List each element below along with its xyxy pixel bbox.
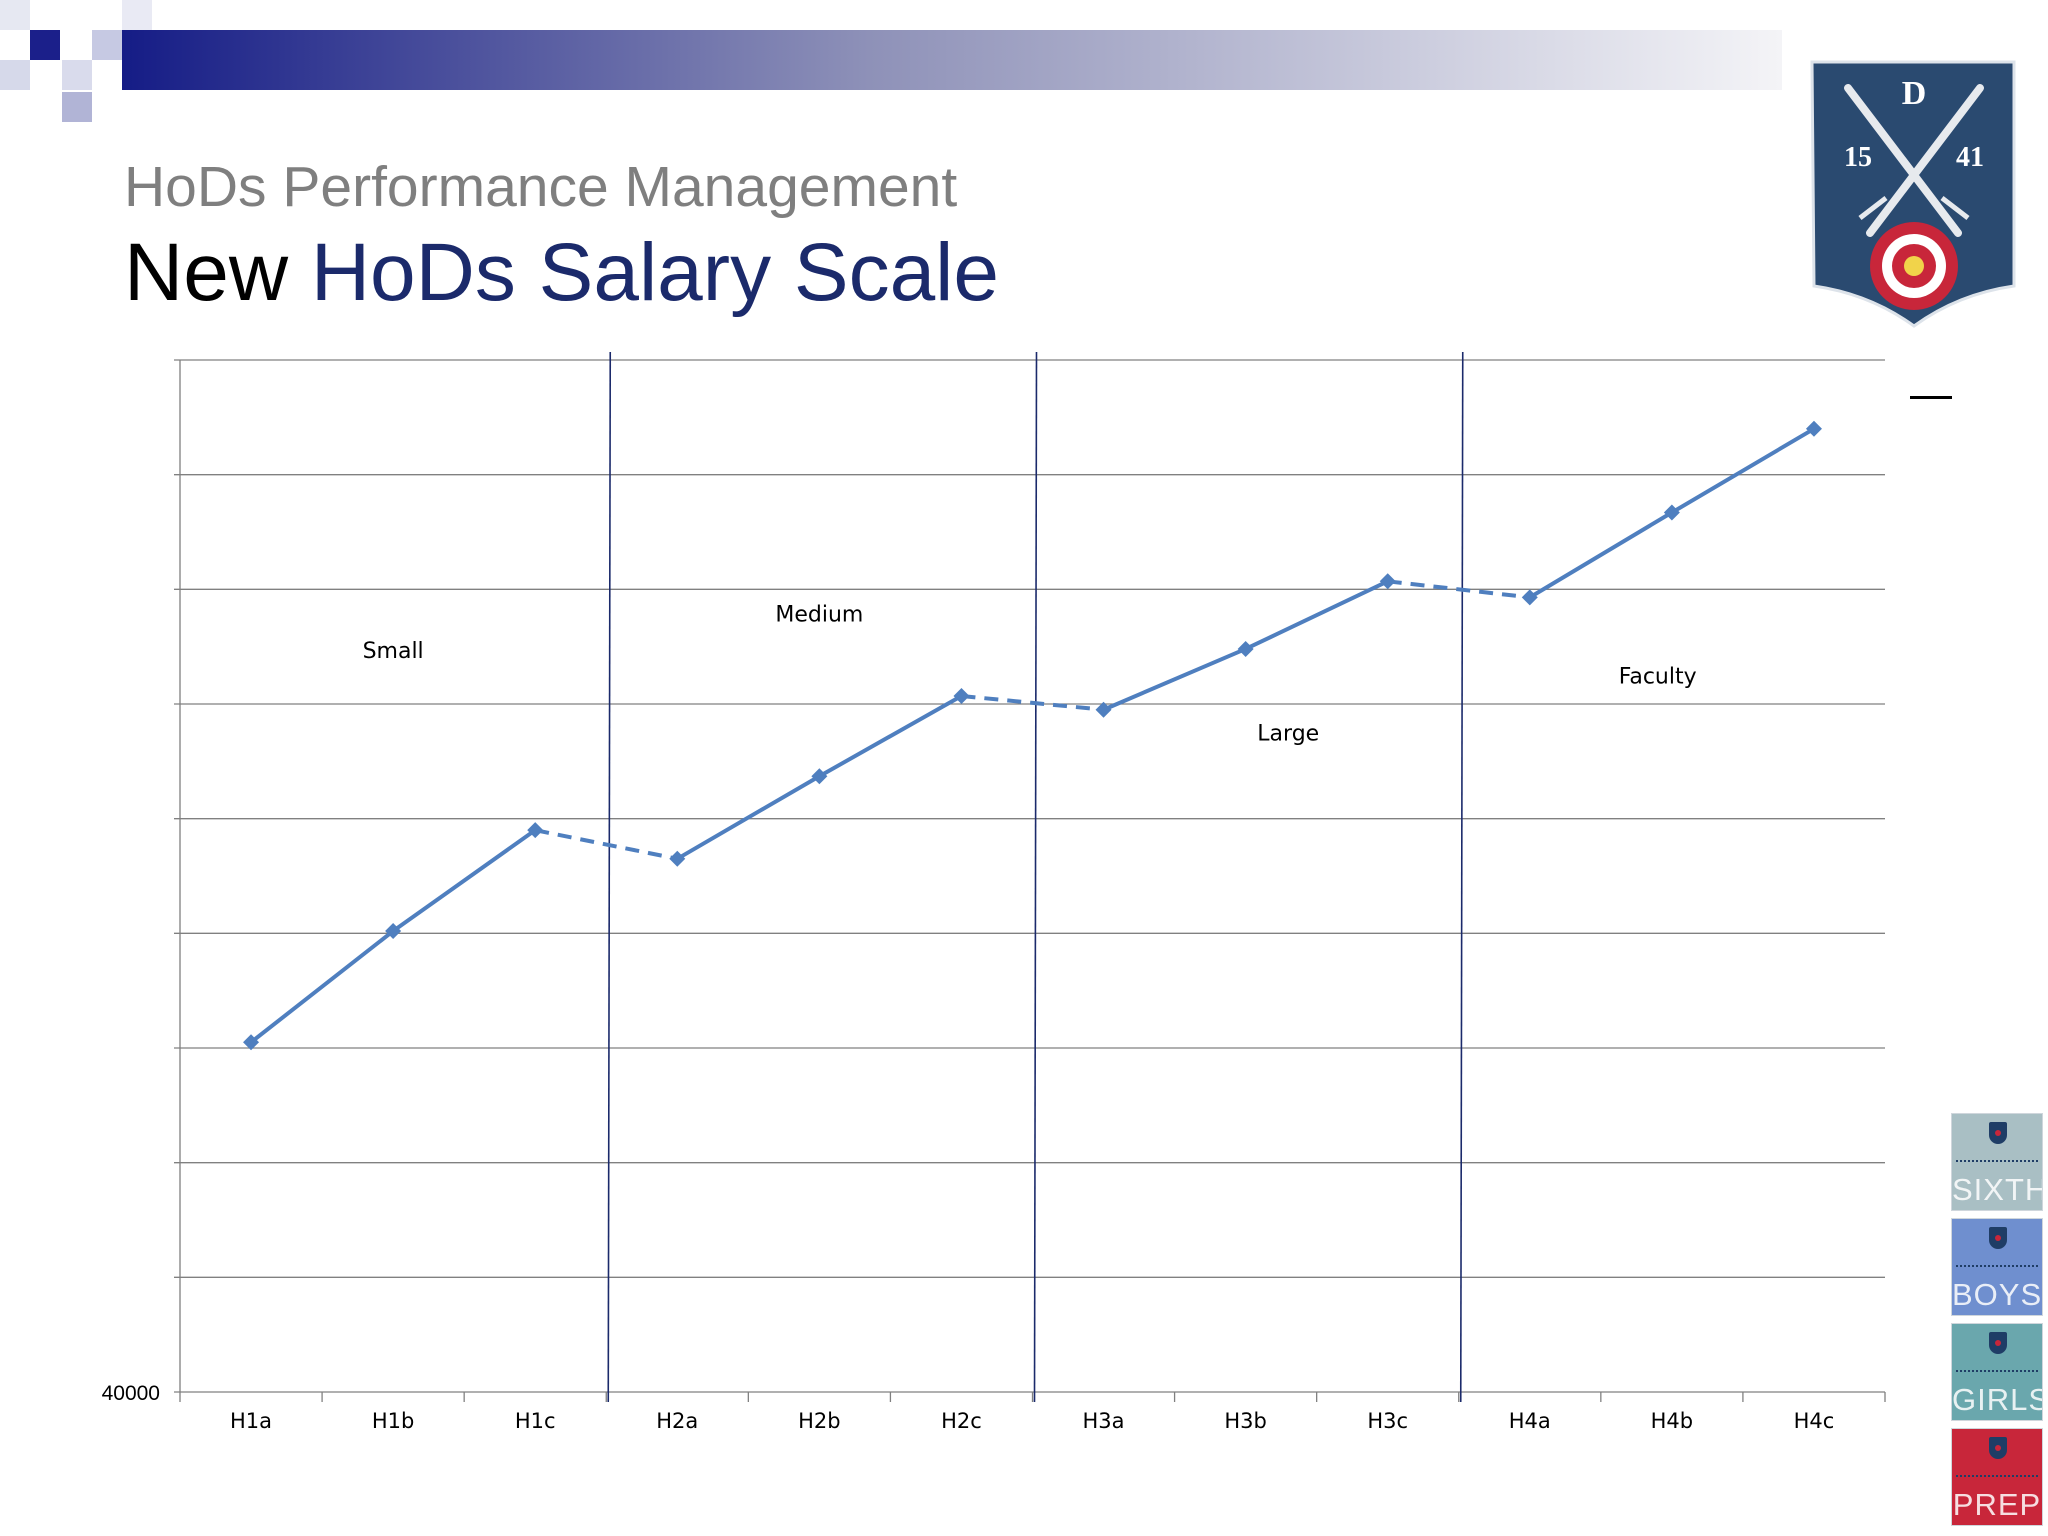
band-label: Faculty — [1619, 664, 1697, 689]
x-tick-label: H1b — [372, 1409, 414, 1433]
data-point-marker — [1663, 504, 1680, 521]
crest-letter: D — [1902, 75, 1927, 112]
data-point-marker — [953, 687, 970, 704]
series-line-dashed — [1387, 579, 1531, 600]
x-tick-label: H1a — [230, 1409, 272, 1433]
data-point-marker — [243, 1034, 260, 1051]
title-gradient-band — [122, 30, 1782, 90]
x-tick-label: H1c — [515, 1409, 556, 1433]
series-line-dashed — [534, 828, 678, 861]
school-tile-label: BOYS — [1952, 1277, 2043, 1312]
slide-title: New HoDs Salary Scale — [124, 226, 999, 320]
x-tick-label: H3c — [1367, 1409, 1408, 1433]
data-point-marker — [1521, 589, 1538, 606]
mini-crest-icon — [1989, 1332, 2007, 1354]
crest-year-right: 41 — [1956, 142, 1984, 173]
slide-dash-mark — [1910, 396, 1952, 399]
x-tick-label: H2c — [941, 1409, 982, 1433]
crest-year-left: 15 — [1844, 142, 1872, 173]
band-label: Small — [363, 639, 424, 664]
x-tick-label: H4c — [1794, 1409, 1835, 1433]
data-point-marker — [1237, 640, 1254, 657]
school-tile-sixth: SIXTH — [1951, 1113, 2043, 1211]
x-tick-label: H3b — [1224, 1409, 1266, 1433]
title-prefix: New — [124, 227, 289, 318]
mini-crest-icon — [1989, 1437, 2007, 1459]
tile-strap — [1956, 1370, 2038, 1375]
mini-crest-icon — [1989, 1227, 2007, 1249]
tile-strap — [1956, 1160, 2038, 1165]
corner-decoration — [0, 0, 152, 122]
tile-strap — [1956, 1265, 2038, 1270]
x-tick-label: H3a — [1083, 1409, 1125, 1433]
data-point-marker — [811, 768, 828, 785]
salary-scale-chart: 40000 H1a H1b H1c H2a H2b H2c H3a H3b H3c H4a H4b H4… — [102, 351, 1886, 1433]
band-label: Large — [1257, 722, 1319, 747]
x-tick-label: H4b — [1651, 1409, 1693, 1433]
data-point-marker — [1805, 420, 1822, 437]
band-label: Medium — [775, 602, 863, 627]
crossed-swords-icon — [1844, 84, 1984, 237]
school-tile-boys: BOYS — [1951, 1218, 2043, 1316]
data-point-marker — [1095, 701, 1112, 718]
title-accent: HoDs Salary Scale — [310, 227, 999, 318]
series-line-dashed — [961, 693, 1104, 712]
data-point-marker — [1379, 573, 1396, 590]
data-point-marker — [385, 923, 402, 940]
tile-strap — [1956, 1475, 2038, 1480]
school-tile-label: PREP — [1952, 1487, 2042, 1522]
group-divider-line — [1033, 351, 1038, 1403]
school-tile-prep: PREP — [1951, 1428, 2043, 1526]
y-tick-label: 40000 — [102, 1382, 160, 1405]
data-point-marker — [527, 822, 544, 839]
school-tile-label: SIXTH — [1952, 1172, 2043, 1207]
group-divider-line — [1459, 351, 1464, 1403]
school-tile-label: GIRLS — [1952, 1382, 2043, 1417]
x-tick-label: H4a — [1509, 1409, 1551, 1433]
school-crest-logo: D 15 41 — [1810, 60, 2016, 328]
data-point-marker — [669, 850, 686, 867]
school-tile-girls: GIRLS — [1951, 1323, 2043, 1421]
mini-crest-icon — [1989, 1122, 2007, 1144]
x-tick-label: H2b — [798, 1409, 840, 1433]
group-divider-line — [607, 351, 612, 1403]
slide-subtitle: HoDs Performance Management — [124, 155, 958, 219]
x-tick-label: H2a — [656, 1409, 698, 1433]
rose-icon — [1870, 222, 1958, 310]
